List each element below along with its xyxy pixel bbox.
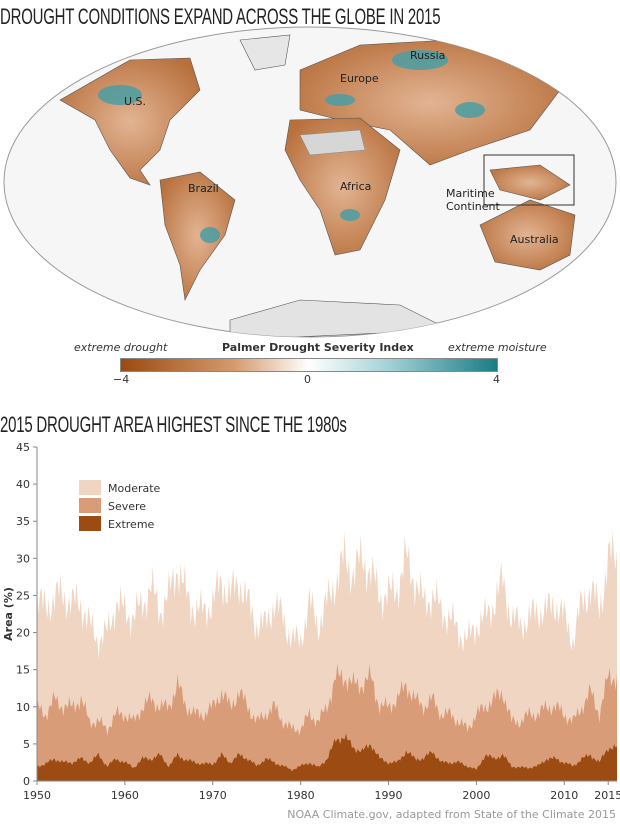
x-tick-label: 1960 (111, 789, 139, 802)
legend-swatch-extreme (79, 516, 101, 531)
y-tick-label: 20 (16, 627, 30, 640)
colorbar-right-label: extreme moisture (448, 341, 547, 354)
x-tick-label: 1950 (23, 789, 51, 802)
y-tick-label: 5 (23, 738, 30, 751)
label-australia: Australia (510, 233, 559, 246)
moisture-patches (98, 50, 485, 243)
y-tick-label: 30 (16, 552, 30, 565)
label-us: U.S. (124, 95, 146, 108)
land-australia (479, 199, 576, 271)
y-tick-label: 40 (16, 478, 30, 491)
drought-area-chart: 0 5 10 15 20 25 30 35 40 45 1950 1960 1970 1980 1990 20… (2, 441, 620, 802)
x-tick-label: 2000 (462, 789, 490, 802)
y-tick-label: 35 (16, 515, 30, 528)
legend-label-severe: Severe (108, 500, 146, 513)
legend-label-moderate: Moderate (108, 482, 161, 495)
chart-title: 2015 DROUGHT AREA HIGHEST SINCE THE 1980… (0, 412, 347, 437)
colorbar-tick-min: −4 (113, 373, 130, 386)
x-tick-label: 2015 (594, 789, 620, 802)
credit: NOAA Climate.gov, adapted from State of … (287, 808, 616, 821)
area-extreme (37, 733, 617, 781)
y-tick-label: 45 (16, 441, 30, 454)
area-severe (37, 663, 617, 781)
x-tick-label: 1970 (199, 789, 227, 802)
colorbar-left-label: extreme drought (74, 341, 168, 354)
colorbar-title: Palmer Drought Severity Index (222, 341, 414, 354)
colorbar-tick-zero: 0 (304, 373, 311, 386)
y-axis-label: Area (%) (2, 587, 15, 641)
x-tick-label: 1990 (375, 789, 403, 802)
land-north-america (59, 57, 201, 186)
legend-swatch-moderate (79, 480, 101, 495)
legend-swatch-severe (79, 498, 101, 513)
label-maritime-continent: Maritime Continent (446, 187, 500, 213)
legend-label-extreme: Extreme (108, 518, 155, 531)
x-tick-label: 1980 (287, 789, 315, 802)
map-title: DROUGHT CONDITIONS EXPAND ACROSS THE GLO… (0, 4, 441, 29)
label-brazil: Brazil (188, 182, 219, 195)
land-europe-asia (299, 39, 561, 166)
x-tick-label: 2010 (550, 789, 578, 802)
land-maritime (489, 164, 571, 201)
maritime-continent-box (483, 154, 575, 206)
label-russia: Russia (410, 49, 445, 62)
y-tick-label: 25 (16, 589, 30, 602)
world-map: U.S. Europe Russia Brazil Africa Maritim… (3, 26, 617, 338)
y-tick-label: 10 (16, 701, 30, 714)
land-south-america (159, 171, 236, 301)
colorbar (120, 358, 498, 372)
desert-areas (299, 129, 366, 156)
y-tick-label: 0 (23, 775, 30, 788)
y-tick-label: 15 (16, 664, 30, 677)
label-africa: Africa (340, 180, 371, 193)
label-europe: Europe (340, 72, 379, 85)
land-greenland (239, 34, 291, 71)
colorbar-tick-max: 4 (493, 373, 500, 386)
